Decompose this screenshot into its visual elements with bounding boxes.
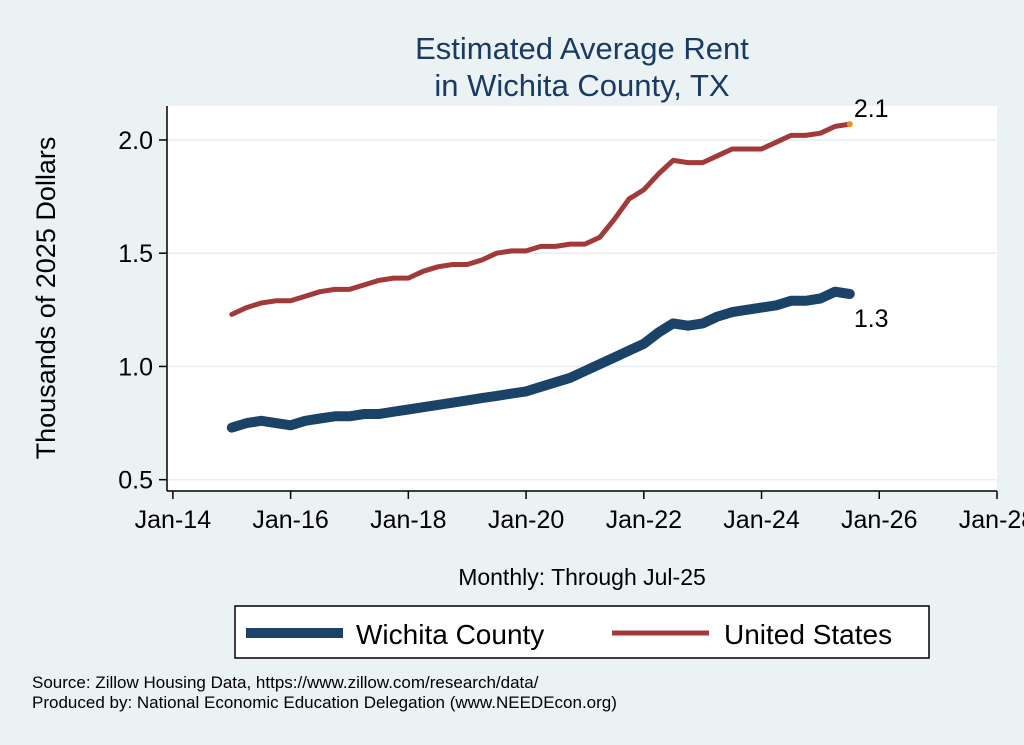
x-tick-label: Jan-22 — [606, 506, 682, 534]
series-line-united-states — [229, 121, 853, 317]
axes: 0.5 1.0 1.5 2.0 Jan-14 Jan-16 Jan-18 Jan-20 Jan-… — [118, 106, 1024, 534]
end-labels: 1.3 2.1 — [846, 95, 889, 333]
series-line-wichita-county — [226, 286, 855, 433]
legend-label-wichita-county: Wichita County — [356, 619, 544, 650]
x-tick-label: Jan-14 — [135, 506, 212, 534]
x-tick-label: Jan-28 — [959, 506, 1024, 534]
x-tick-label: Jan-26 — [841, 506, 917, 534]
chart-title-line-1: Estimated Average Rent — [415, 31, 749, 66]
x-axis-title: Monthly: Through Jul-25 — [458, 564, 706, 590]
x-tick-label: Jan-20 — [488, 506, 564, 534]
y-axis-title: Thousands of 2025 Dollars — [31, 137, 61, 460]
y-tick-label: 1.0 — [118, 353, 153, 381]
x-tick-label: Jan-24 — [723, 506, 800, 534]
y-tick-label: 2.0 — [118, 127, 153, 155]
x-tick-label: Jan-18 — [370, 506, 446, 534]
legend-label-united-states: United States — [724, 619, 892, 650]
x-tick-label: Jan-16 — [252, 506, 328, 534]
series-lines — [226, 121, 855, 433]
chart-title-line-2: in Wichita County, TX — [434, 68, 730, 103]
legend: Wichita County United States — [234, 605, 930, 659]
series-end-marker — [846, 121, 853, 128]
end-label-united-states: 2.1 — [854, 95, 889, 123]
gridlines — [167, 139, 997, 481]
y-tick-label: 0.5 — [118, 467, 153, 495]
source-note: Source: Zillow Housing Data, https://www… — [32, 673, 539, 692]
y-tick-label: 1.5 — [118, 240, 153, 268]
producer-note: Produced by: National Economic Education… — [32, 693, 617, 712]
end-label-wichita-county: 1.3 — [854, 305, 889, 333]
legend-box — [234, 605, 930, 659]
